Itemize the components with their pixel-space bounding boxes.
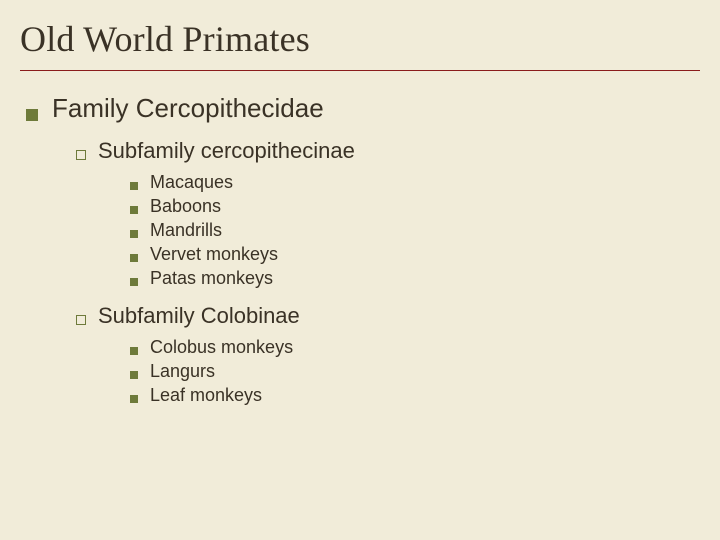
title-block: Old World Primates bbox=[20, 18, 700, 71]
list-item-level3: Mandrills bbox=[130, 220, 700, 241]
list-item-level3: Colobus monkeys bbox=[130, 337, 700, 358]
level3-text: Vervet monkeys bbox=[150, 244, 278, 265]
list-item-level1: Family Cercopithecidae bbox=[26, 93, 700, 124]
level2-text: Subfamily Colobinae bbox=[98, 303, 300, 329]
level3-text: Patas monkeys bbox=[150, 268, 273, 289]
slide: Old World Primates Family Cercopithecida… bbox=[0, 0, 720, 540]
level1-text: Family Cercopithecidae bbox=[52, 93, 324, 124]
list-item-level2: Subfamily cercopithecinae bbox=[76, 138, 700, 164]
open-square-bullet-icon bbox=[76, 150, 86, 160]
level3-text: Macaques bbox=[150, 172, 233, 193]
square-bullet-icon bbox=[130, 230, 138, 238]
square-bullet-icon bbox=[130, 254, 138, 262]
square-bullet-icon bbox=[26, 109, 38, 121]
square-bullet-icon bbox=[130, 347, 138, 355]
square-bullet-icon bbox=[130, 395, 138, 403]
list-item-level3: Baboons bbox=[130, 196, 700, 217]
level3-group: Colobus monkeys Langurs Leaf monkeys bbox=[130, 337, 700, 406]
level3-text: Leaf monkeys bbox=[150, 385, 262, 406]
level3-text: Langurs bbox=[150, 361, 215, 382]
list-item-level3: Leaf monkeys bbox=[130, 385, 700, 406]
open-square-bullet-icon bbox=[76, 315, 86, 325]
square-bullet-icon bbox=[130, 371, 138, 379]
list-item-level3: Langurs bbox=[130, 361, 700, 382]
list-item-level3: Patas monkeys bbox=[130, 268, 700, 289]
square-bullet-icon bbox=[130, 182, 138, 190]
square-bullet-icon bbox=[130, 278, 138, 286]
level3-text: Mandrills bbox=[150, 220, 222, 241]
level2-text: Subfamily cercopithecinae bbox=[98, 138, 355, 164]
square-bullet-icon bbox=[130, 206, 138, 214]
list-item-level3: Vervet monkeys bbox=[130, 244, 700, 265]
list-item-level2: Subfamily Colobinae bbox=[76, 303, 700, 329]
level3-text: Colobus monkeys bbox=[150, 337, 293, 358]
level3-group: Macaques Baboons Mandrills Vervet monkey… bbox=[130, 172, 700, 289]
level3-text: Baboons bbox=[150, 196, 221, 217]
page-title: Old World Primates bbox=[20, 18, 700, 60]
list-item-level3: Macaques bbox=[130, 172, 700, 193]
